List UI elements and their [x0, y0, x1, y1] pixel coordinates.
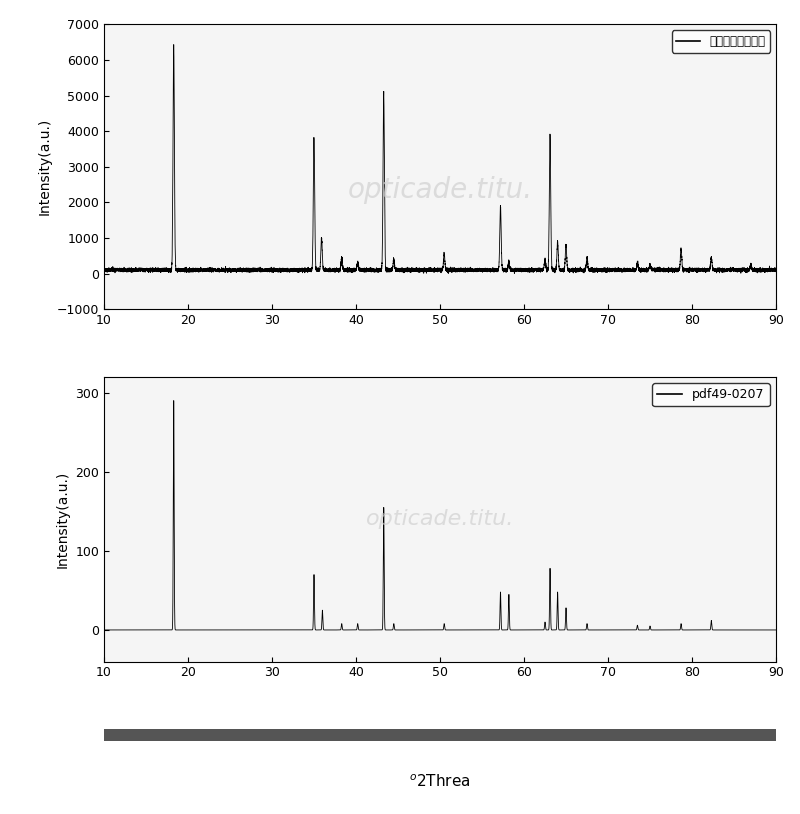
Y-axis label: Intensity(a.u.): Intensity(a.u.)	[56, 470, 70, 568]
Text: opticade.titu.: opticade.titu.	[366, 510, 514, 529]
Legend: pdf49-0207: pdf49-0207	[652, 383, 770, 406]
Text: opticade.titu.: opticade.titu.	[347, 176, 533, 204]
Legend: 碳包覆纳米鲁酸锂: 碳包覆纳米鲁酸锂	[671, 30, 770, 53]
Y-axis label: Intensity(a.u.): Intensity(a.u.)	[38, 118, 51, 216]
Text: $^{o}$2Threa: $^{o}$2Threa	[410, 773, 470, 790]
